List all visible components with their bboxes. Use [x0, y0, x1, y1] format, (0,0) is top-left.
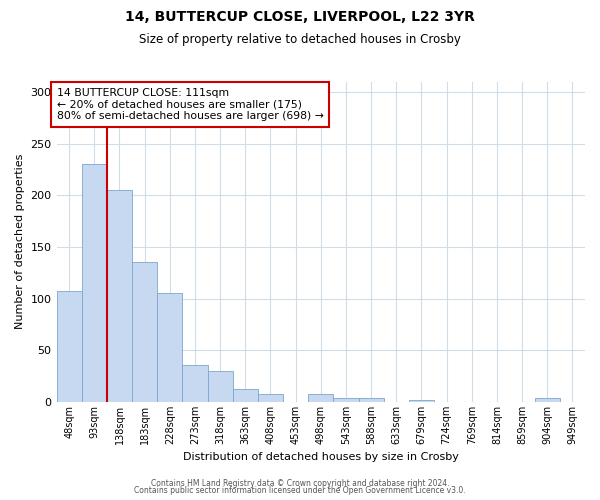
Bar [409, 400, 434, 402]
Bar [359, 398, 383, 402]
Bar [82, 164, 107, 402]
Text: Size of property relative to detached houses in Crosby: Size of property relative to detached ho… [139, 32, 461, 46]
Bar [334, 398, 359, 402]
Bar [308, 394, 334, 402]
Y-axis label: Number of detached properties: Number of detached properties [15, 154, 25, 330]
Text: 14, BUTTERCUP CLOSE, LIVERPOOL, L22 3YR: 14, BUTTERCUP CLOSE, LIVERPOOL, L22 3YR [125, 10, 475, 24]
Bar [258, 394, 283, 402]
Bar [56, 292, 82, 402]
Bar [132, 262, 157, 402]
Bar [535, 398, 560, 402]
Text: Contains public sector information licensed under the Open Government Licence v3: Contains public sector information licen… [134, 486, 466, 495]
X-axis label: Distribution of detached houses by size in Crosby: Distribution of detached houses by size … [183, 452, 459, 462]
Bar [208, 371, 233, 402]
Text: 14 BUTTERCUP CLOSE: 111sqm
← 20% of detached houses are smaller (175)
80% of sem: 14 BUTTERCUP CLOSE: 111sqm ← 20% of deta… [56, 88, 323, 121]
Text: Contains HM Land Registry data © Crown copyright and database right 2024.: Contains HM Land Registry data © Crown c… [151, 478, 449, 488]
Bar [107, 190, 132, 402]
Bar [233, 388, 258, 402]
Bar [157, 294, 182, 402]
Bar [182, 365, 208, 402]
